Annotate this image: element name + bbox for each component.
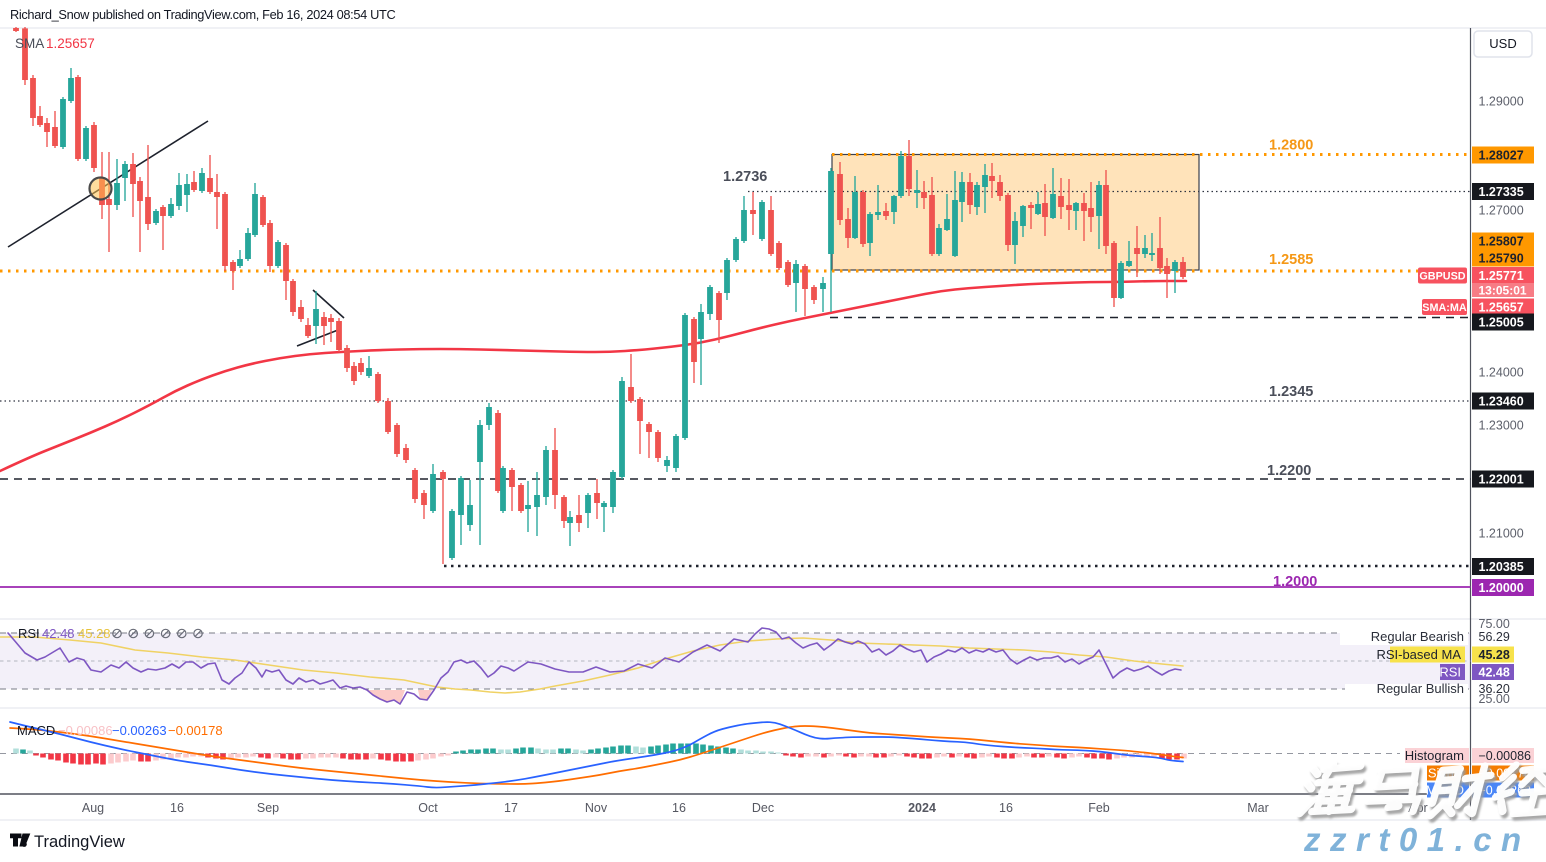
svg-text:1.2800: 1.2800 — [1269, 138, 1313, 154]
svg-text:1.25005: 1.25005 — [1479, 316, 1524, 330]
svg-text:1.25657: 1.25657 — [46, 36, 95, 51]
svg-text:1.22001: 1.22001 — [1479, 473, 1524, 487]
svg-text:17: 17 — [504, 801, 518, 815]
svg-text:TradingView: TradingView — [34, 833, 125, 851]
svg-text:Feb: Feb — [1088, 801, 1110, 815]
svg-text:−0.00178: −0.00178 — [168, 723, 223, 738]
svg-text:GBPUSD: GBPUSD — [1419, 271, 1465, 283]
svg-text:1.27335: 1.27335 — [1479, 185, 1524, 199]
svg-text:56.29: 56.29 — [1479, 630, 1510, 644]
svg-text:36.20: 36.20 — [1479, 682, 1510, 696]
svg-text:45.28: 45.28 — [1479, 648, 1510, 662]
svg-text:RSI: RSI — [1439, 665, 1461, 680]
svg-text:1.2200: 1.2200 — [1267, 463, 1311, 479]
svg-text:RSI: RSI — [18, 626, 40, 641]
svg-text:USD: USD — [1489, 36, 1516, 51]
svg-text:1.28027: 1.28027 — [1479, 149, 1524, 163]
svg-text:1.23460: 1.23460 — [1479, 395, 1524, 409]
svg-text:1.25790: 1.25790 — [1479, 252, 1524, 266]
svg-text:13:05:01: 13:05:01 — [1479, 284, 1527, 298]
svg-text:zzrt01.cn: zzrt01.cn — [1303, 821, 1531, 857]
svg-text:1.27000: 1.27000 — [1479, 204, 1524, 218]
svg-text:−0.00086: −0.00086 — [1479, 749, 1532, 763]
svg-text:Sep: Sep — [257, 801, 279, 815]
svg-text:16: 16 — [999, 801, 1013, 815]
svg-text:1.20000: 1.20000 — [1479, 581, 1524, 595]
svg-text:Dec: Dec — [752, 801, 774, 815]
svg-text:25.00: 25.00 — [1479, 692, 1510, 706]
svg-text:1.24000: 1.24000 — [1479, 366, 1524, 380]
svg-text:45.28: 45.28 — [78, 626, 111, 641]
svg-text:1.25807: 1.25807 — [1479, 235, 1524, 249]
svg-text:Aug: Aug — [82, 801, 104, 815]
svg-text:42.48: 42.48 — [42, 626, 75, 641]
svg-text:Nov: Nov — [585, 801, 608, 815]
svg-text:2024: 2024 — [908, 801, 936, 815]
svg-text:Richard_Snow published on Trad: Richard_Snow published on TradingView.co… — [10, 7, 395, 22]
svg-text:16: 16 — [170, 801, 184, 815]
svg-text:1.25771: 1.25771 — [1479, 269, 1524, 283]
svg-text:Mar: Mar — [1247, 801, 1269, 815]
svg-text:1.23000: 1.23000 — [1479, 419, 1524, 433]
svg-text:Histogram: Histogram — [1405, 748, 1464, 763]
svg-text:−0.00263: −0.00263 — [112, 723, 167, 738]
svg-text:42.48: 42.48 — [1479, 666, 1510, 680]
svg-text:SMA:MA: SMA:MA — [1422, 302, 1467, 314]
svg-text:RSI-based MA: RSI-based MA — [1376, 647, 1461, 662]
svg-text:16: 16 — [672, 801, 686, 815]
svg-text:1.2585: 1.2585 — [1269, 252, 1313, 268]
svg-text:1.20385: 1.20385 — [1479, 560, 1524, 574]
svg-text:1.2000: 1.2000 — [1273, 574, 1317, 590]
svg-text:1.21000: 1.21000 — [1479, 527, 1524, 541]
svg-text:1.29000: 1.29000 — [1479, 95, 1524, 109]
svg-text:SMA: SMA — [15, 36, 44, 51]
svg-text:Oct: Oct — [418, 801, 438, 815]
svg-text:Regular Bearish: Regular Bearish — [1371, 629, 1464, 644]
svg-text:1.2736: 1.2736 — [723, 169, 767, 185]
svg-text:75.00: 75.00 — [1479, 617, 1510, 631]
svg-text:1.2345: 1.2345 — [1269, 384, 1313, 400]
svg-text:−0.00086: −0.00086 — [58, 723, 113, 738]
svg-text:MACD: MACD — [17, 723, 55, 738]
svg-text:1.25657: 1.25657 — [1479, 301, 1524, 315]
svg-text:Regular Bullish: Regular Bullish — [1377, 681, 1464, 696]
